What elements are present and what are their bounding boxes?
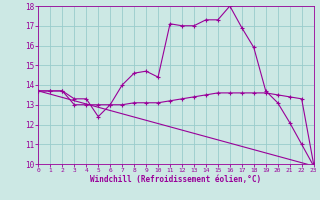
X-axis label: Windchill (Refroidissement éolien,°C): Windchill (Refroidissement éolien,°C)	[91, 175, 261, 184]
